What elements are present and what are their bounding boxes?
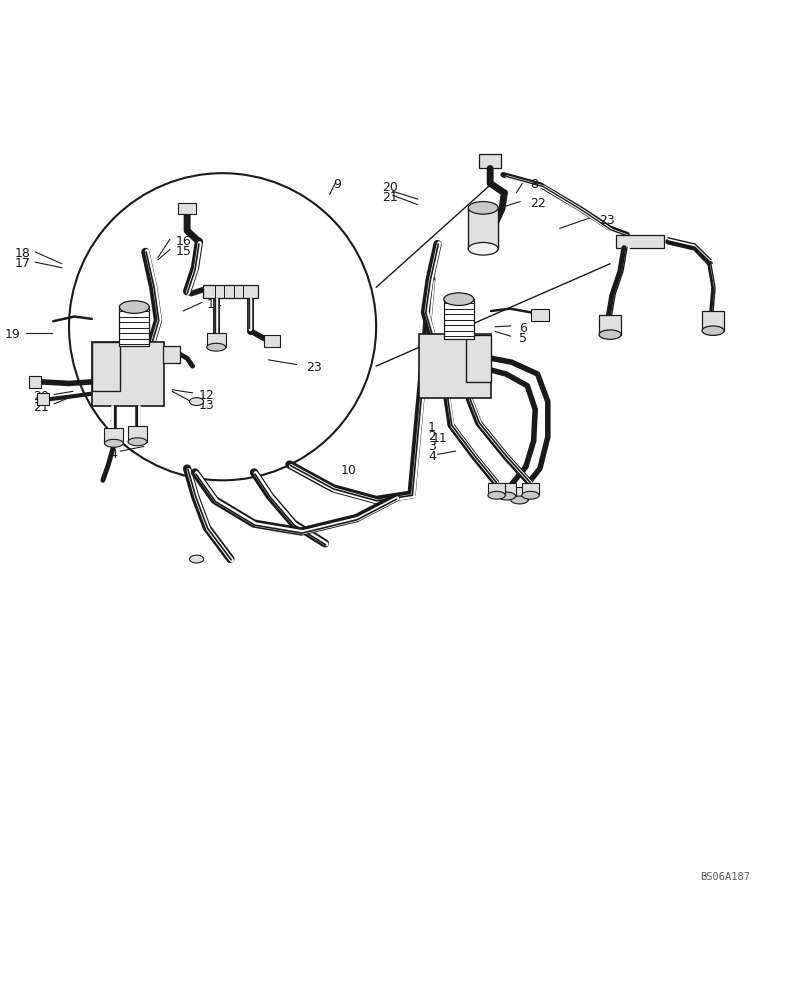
Ellipse shape bbox=[189, 398, 203, 405]
Bar bbox=[37, 393, 50, 405]
Ellipse shape bbox=[189, 555, 203, 563]
Text: 10: 10 bbox=[340, 464, 356, 477]
Text: 2: 2 bbox=[110, 428, 117, 441]
Bar bbox=[203, 285, 258, 298]
Bar bbox=[511, 487, 528, 500]
Text: 3: 3 bbox=[110, 438, 117, 451]
Bar bbox=[468, 208, 498, 249]
Text: 21: 21 bbox=[34, 401, 50, 414]
Text: 20: 20 bbox=[382, 181, 398, 194]
Text: 5: 5 bbox=[519, 332, 526, 345]
Bar bbox=[616, 235, 663, 248]
Ellipse shape bbox=[599, 330, 621, 339]
Bar bbox=[466, 335, 491, 382]
Bar bbox=[444, 299, 474, 339]
Text: 4: 4 bbox=[110, 448, 117, 461]
Bar bbox=[178, 203, 195, 214]
Text: 14: 14 bbox=[206, 298, 222, 311]
Bar bbox=[418, 334, 491, 398]
Text: 12: 12 bbox=[199, 389, 214, 402]
Bar bbox=[479, 154, 501, 168]
Bar bbox=[498, 483, 515, 496]
Bar bbox=[29, 376, 42, 388]
Bar bbox=[522, 483, 539, 495]
Bar bbox=[92, 342, 164, 406]
Text: 20: 20 bbox=[33, 390, 50, 403]
Ellipse shape bbox=[522, 491, 539, 499]
Ellipse shape bbox=[488, 491, 505, 499]
Text: 11: 11 bbox=[432, 432, 448, 445]
Text: 6: 6 bbox=[519, 322, 526, 335]
Text: BS06A187: BS06A187 bbox=[701, 872, 750, 882]
Circle shape bbox=[69, 173, 376, 480]
Text: 8: 8 bbox=[530, 178, 537, 191]
Text: 18: 18 bbox=[14, 247, 31, 260]
Bar bbox=[92, 342, 121, 391]
Ellipse shape bbox=[206, 343, 225, 351]
Ellipse shape bbox=[511, 496, 528, 504]
Text: 19: 19 bbox=[5, 328, 20, 341]
Text: 9: 9 bbox=[333, 178, 340, 191]
Ellipse shape bbox=[128, 438, 147, 446]
Bar bbox=[105, 428, 124, 443]
Text: 1: 1 bbox=[110, 419, 117, 432]
Text: 1: 1 bbox=[428, 421, 436, 434]
Text: 23: 23 bbox=[599, 214, 615, 227]
Ellipse shape bbox=[105, 439, 124, 447]
Ellipse shape bbox=[120, 301, 149, 313]
Bar bbox=[162, 346, 180, 363]
Bar bbox=[488, 483, 505, 495]
Bar bbox=[128, 426, 147, 442]
Ellipse shape bbox=[468, 202, 498, 214]
Text: 13: 13 bbox=[199, 399, 214, 412]
Text: 22: 22 bbox=[530, 197, 545, 210]
Bar bbox=[531, 309, 548, 321]
Ellipse shape bbox=[498, 492, 515, 500]
Text: 23: 23 bbox=[306, 361, 322, 374]
Text: 15: 15 bbox=[175, 245, 191, 258]
Text: 2: 2 bbox=[428, 430, 436, 443]
Ellipse shape bbox=[702, 326, 724, 335]
Bar bbox=[206, 333, 225, 347]
Ellipse shape bbox=[468, 242, 498, 255]
Ellipse shape bbox=[444, 293, 474, 305]
Text: 3: 3 bbox=[428, 440, 436, 453]
Text: 4: 4 bbox=[428, 450, 436, 463]
Bar bbox=[702, 311, 724, 331]
Text: 21: 21 bbox=[382, 191, 398, 204]
Bar bbox=[264, 335, 280, 347]
Bar bbox=[599, 315, 621, 335]
Bar bbox=[120, 307, 149, 346]
Text: 16: 16 bbox=[175, 235, 191, 248]
Text: 17: 17 bbox=[14, 257, 31, 270]
